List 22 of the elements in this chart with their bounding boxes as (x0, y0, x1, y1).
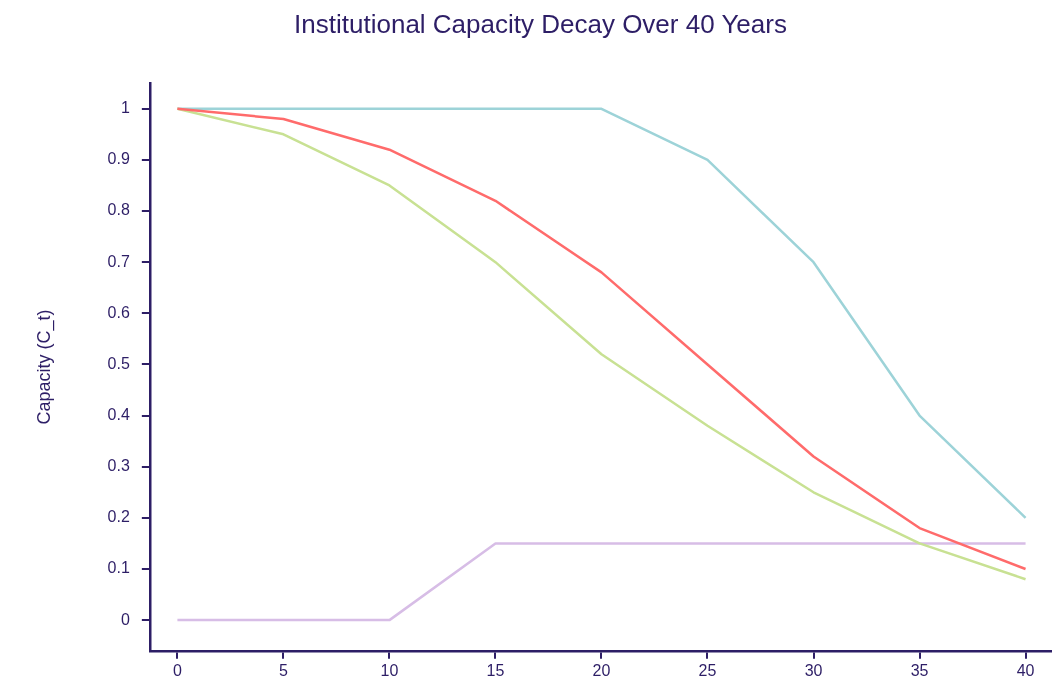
x-tick-label: 40 (1016, 661, 1035, 679)
y-tick-label: 0.2 (107, 508, 130, 526)
y-tick-label: 0 (120, 610, 130, 628)
x-tick-label: 35 (910, 661, 929, 679)
x-tick-label: 5 (278, 661, 288, 679)
x-tick-label: 15 (486, 661, 505, 679)
x-tick-label: 0 (172, 661, 182, 679)
y-tick-label: 0.8 (107, 201, 130, 219)
y-tick-label: 0.5 (107, 354, 130, 372)
y-tick-label: 1 (120, 99, 130, 117)
y-tick-label: 0.4 (107, 405, 130, 423)
chart-title: Institutional Capacity Decay Over 40 Years (294, 8, 787, 39)
y-tick-label: 0.1 (107, 559, 130, 577)
x-tick-label: 20 (592, 661, 611, 679)
y-tick-label: 0.7 (107, 252, 130, 270)
y-tick-label: 0.6 (107, 303, 130, 321)
x-tick-label: 25 (698, 661, 717, 679)
x-tick-label: 10 (380, 661, 399, 679)
x-tick-label: 30 (804, 661, 823, 679)
y-tick-label: 0.3 (107, 457, 130, 475)
y-tick-label: 0.9 (107, 150, 130, 168)
y-axis-title: Capacity (C_t) (33, 309, 55, 425)
